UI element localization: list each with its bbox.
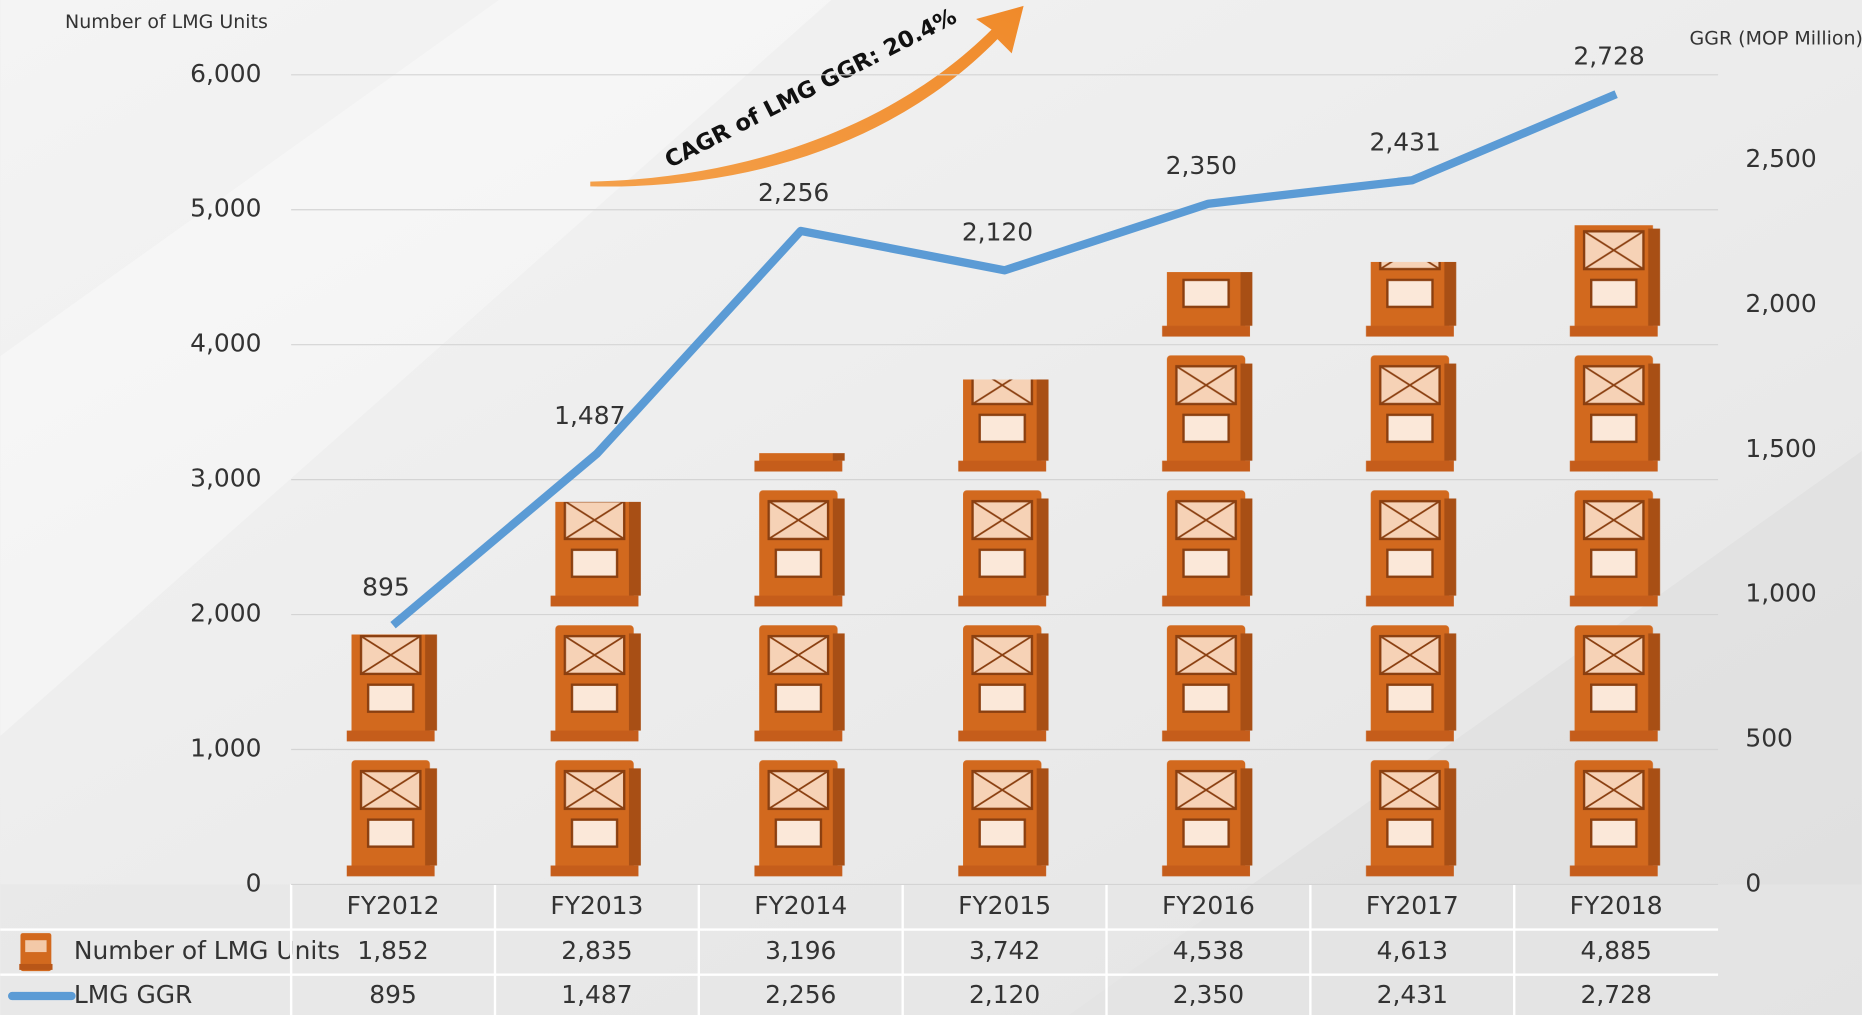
bar (1157, 272, 1259, 884)
chart: Number of LMG Units GGR (MOP Million) CA… (0, 0, 1862, 1015)
y2-tick-label: 0 (1745, 868, 1761, 897)
data-label: 2,728 (1573, 41, 1644, 70)
y2-tick-label: 1,500 (1745, 434, 1816, 463)
table-value: 4,613 (1377, 936, 1448, 965)
data-label: 2,350 (1166, 151, 1237, 180)
y-tick-label: 5,000 (190, 194, 261, 223)
category-label: FY2015 (958, 891, 1051, 920)
category-label: FY2016 (1162, 891, 1255, 920)
category-label: FY2018 (1570, 891, 1663, 920)
y-tick-label: 2,000 (190, 599, 261, 628)
table-value: 1,487 (561, 980, 632, 1009)
bar (342, 635, 444, 885)
category-label: FY2017 (1366, 891, 1459, 920)
table-value: 895 (369, 980, 417, 1009)
legend-label: LMG GGR (74, 980, 193, 1009)
data-label: 1,487 (554, 401, 625, 430)
table-value: 3,196 (765, 936, 836, 965)
data-table: Number of LMG Units LMG GGR FY2012 1,852 8… (0, 884, 1861, 1015)
data-label: 2,256 (758, 178, 829, 207)
data-label: 2,431 (1370, 127, 1441, 156)
bar (750, 453, 852, 884)
table-value: 2,431 (1377, 980, 1448, 1009)
table-value: 2,256 (765, 980, 836, 1009)
y2-tick-label: 2,500 (1745, 144, 1816, 173)
y-tick-label: 3,000 (190, 464, 261, 493)
page: {"chart_data":{"type":"bar-line", "y_axi… (0, 0, 1862, 1015)
legend-label: Number of LMG Units (74, 936, 340, 965)
table-value: 2,120 (969, 980, 1040, 1009)
y-tick-label: 4,000 (190, 329, 261, 358)
table-value: 2,835 (561, 936, 632, 965)
category-label: FY2013 (550, 891, 643, 920)
bar (954, 379, 1056, 884)
table-value: 2,728 (1580, 980, 1651, 1009)
bar (1565, 225, 1667, 884)
bar (546, 502, 648, 885)
y2-axis-title: GGR (MOP Million) (1690, 28, 1862, 50)
legend-icon (19, 933, 52, 971)
y2-tick-label: 500 (1745, 724, 1793, 753)
y-tick-label: 1,000 (190, 733, 261, 762)
y-tick-label: 0 (246, 868, 262, 897)
y2-tick-label: 2,000 (1745, 289, 1816, 318)
y2-tick-label: 1,000 (1745, 579, 1816, 608)
category-label: FY2014 (754, 891, 847, 920)
table-value: 4,538 (1173, 936, 1244, 965)
data-label: 895 (362, 572, 410, 601)
category-label: FY2012 (347, 891, 440, 920)
table-value: 4,885 (1580, 936, 1651, 965)
y-tick-label: 6,000 (190, 59, 261, 88)
bar (1361, 262, 1463, 884)
table-value: 3,742 (969, 936, 1040, 965)
table-value: 2,350 (1173, 980, 1244, 1009)
table-value: 1,852 (357, 936, 428, 965)
data-label: 2,120 (962, 218, 1033, 247)
y-axis-title: Number of LMG Units (65, 11, 268, 33)
